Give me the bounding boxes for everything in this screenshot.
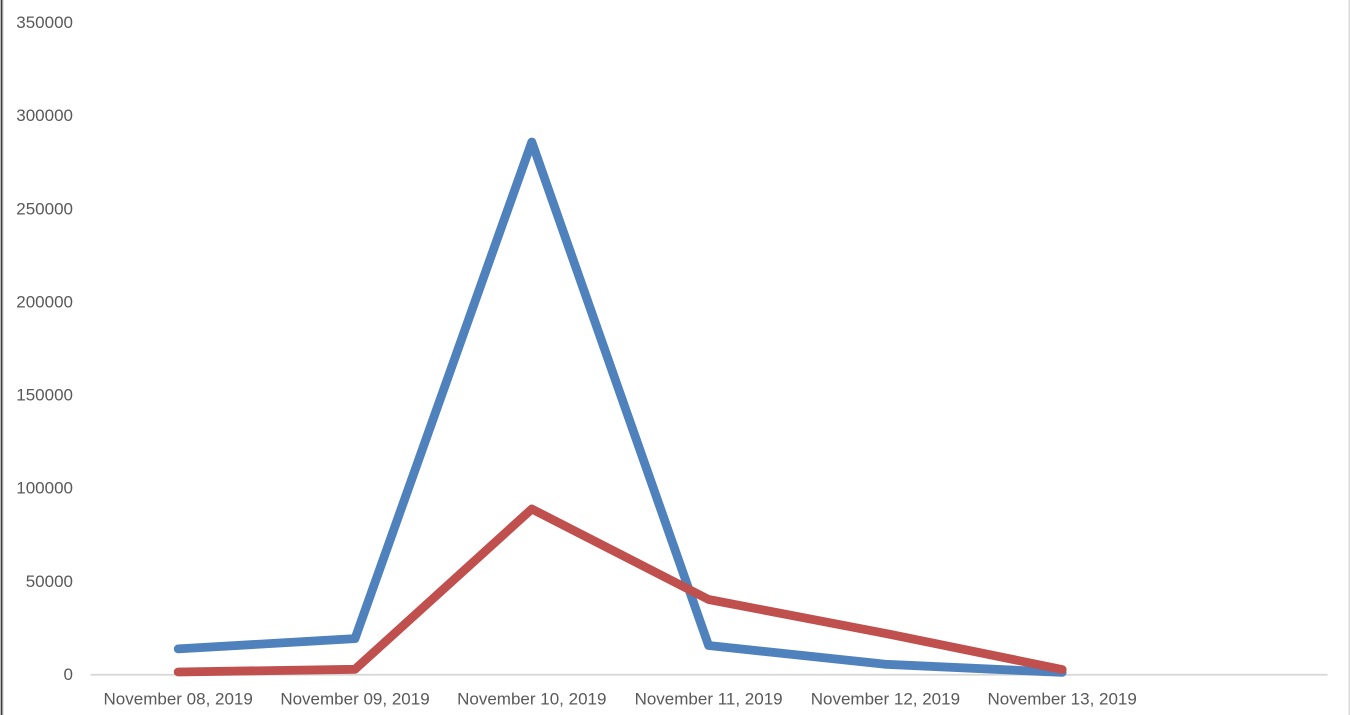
svg-text:200000: 200000	[16, 292, 73, 311]
svg-text:250000: 250000	[16, 199, 73, 218]
svg-text:350000: 350000	[16, 13, 73, 32]
svg-text:0: 0	[64, 665, 73, 684]
svg-text:150000: 150000	[16, 386, 73, 405]
svg-text:100000: 100000	[16, 479, 73, 498]
svg-text:November 11, 2019: November 11, 2019	[635, 690, 783, 709]
svg-text:November 12, 2019: November 12, 2019	[811, 690, 960, 709]
svg-text:November 10, 2019: November 10, 2019	[457, 690, 606, 709]
svg-text:November 08, 2019: November 08, 2019	[104, 690, 253, 709]
svg-text:November 09, 2019: November 09, 2019	[280, 690, 429, 709]
svg-text:November 13, 2019: November 13, 2019	[988, 690, 1137, 709]
svg-text:50000: 50000	[26, 572, 73, 591]
svg-text:300000: 300000	[16, 106, 73, 125]
